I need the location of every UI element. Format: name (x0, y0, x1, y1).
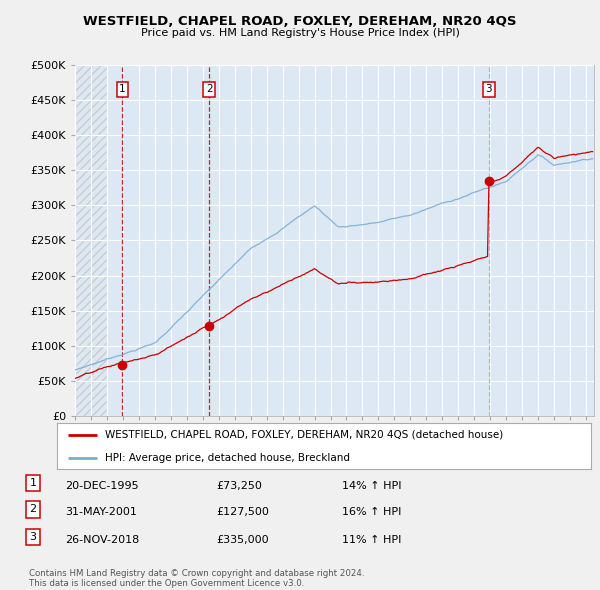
Text: £335,000: £335,000 (216, 535, 269, 545)
Text: 11% ↑ HPI: 11% ↑ HPI (342, 535, 401, 545)
Text: 3: 3 (29, 532, 37, 542)
Text: WESTFIELD, CHAPEL ROAD, FOXLEY, DEREHAM, NR20 4QS (detached house): WESTFIELD, CHAPEL ROAD, FOXLEY, DEREHAM,… (105, 430, 503, 440)
Text: HPI: Average price, detached house, Breckland: HPI: Average price, detached house, Brec… (105, 453, 350, 463)
Bar (75, 65, 107, 416)
Text: 3: 3 (485, 84, 492, 94)
Text: 31-MAY-2001: 31-MAY-2001 (65, 507, 137, 517)
Text: £73,250: £73,250 (216, 481, 262, 491)
Text: 20-DEC-1995: 20-DEC-1995 (65, 481, 139, 491)
Text: Price paid vs. HM Land Registry's House Price Index (HPI): Price paid vs. HM Land Registry's House … (140, 28, 460, 38)
Text: 16% ↑ HPI: 16% ↑ HPI (342, 507, 401, 517)
Text: £127,500: £127,500 (216, 507, 269, 517)
Text: Contains HM Land Registry data © Crown copyright and database right 2024.
This d: Contains HM Land Registry data © Crown c… (29, 569, 364, 588)
Text: 2: 2 (29, 504, 37, 514)
Text: 1: 1 (29, 478, 37, 488)
Text: 14% ↑ HPI: 14% ↑ HPI (342, 481, 401, 491)
Text: 26-NOV-2018: 26-NOV-2018 (65, 535, 139, 545)
Text: WESTFIELD, CHAPEL ROAD, FOXLEY, DEREHAM, NR20 4QS: WESTFIELD, CHAPEL ROAD, FOXLEY, DEREHAM,… (83, 15, 517, 28)
Bar (75, 65, 107, 416)
Text: 2: 2 (206, 84, 212, 94)
Text: 1: 1 (119, 84, 126, 94)
